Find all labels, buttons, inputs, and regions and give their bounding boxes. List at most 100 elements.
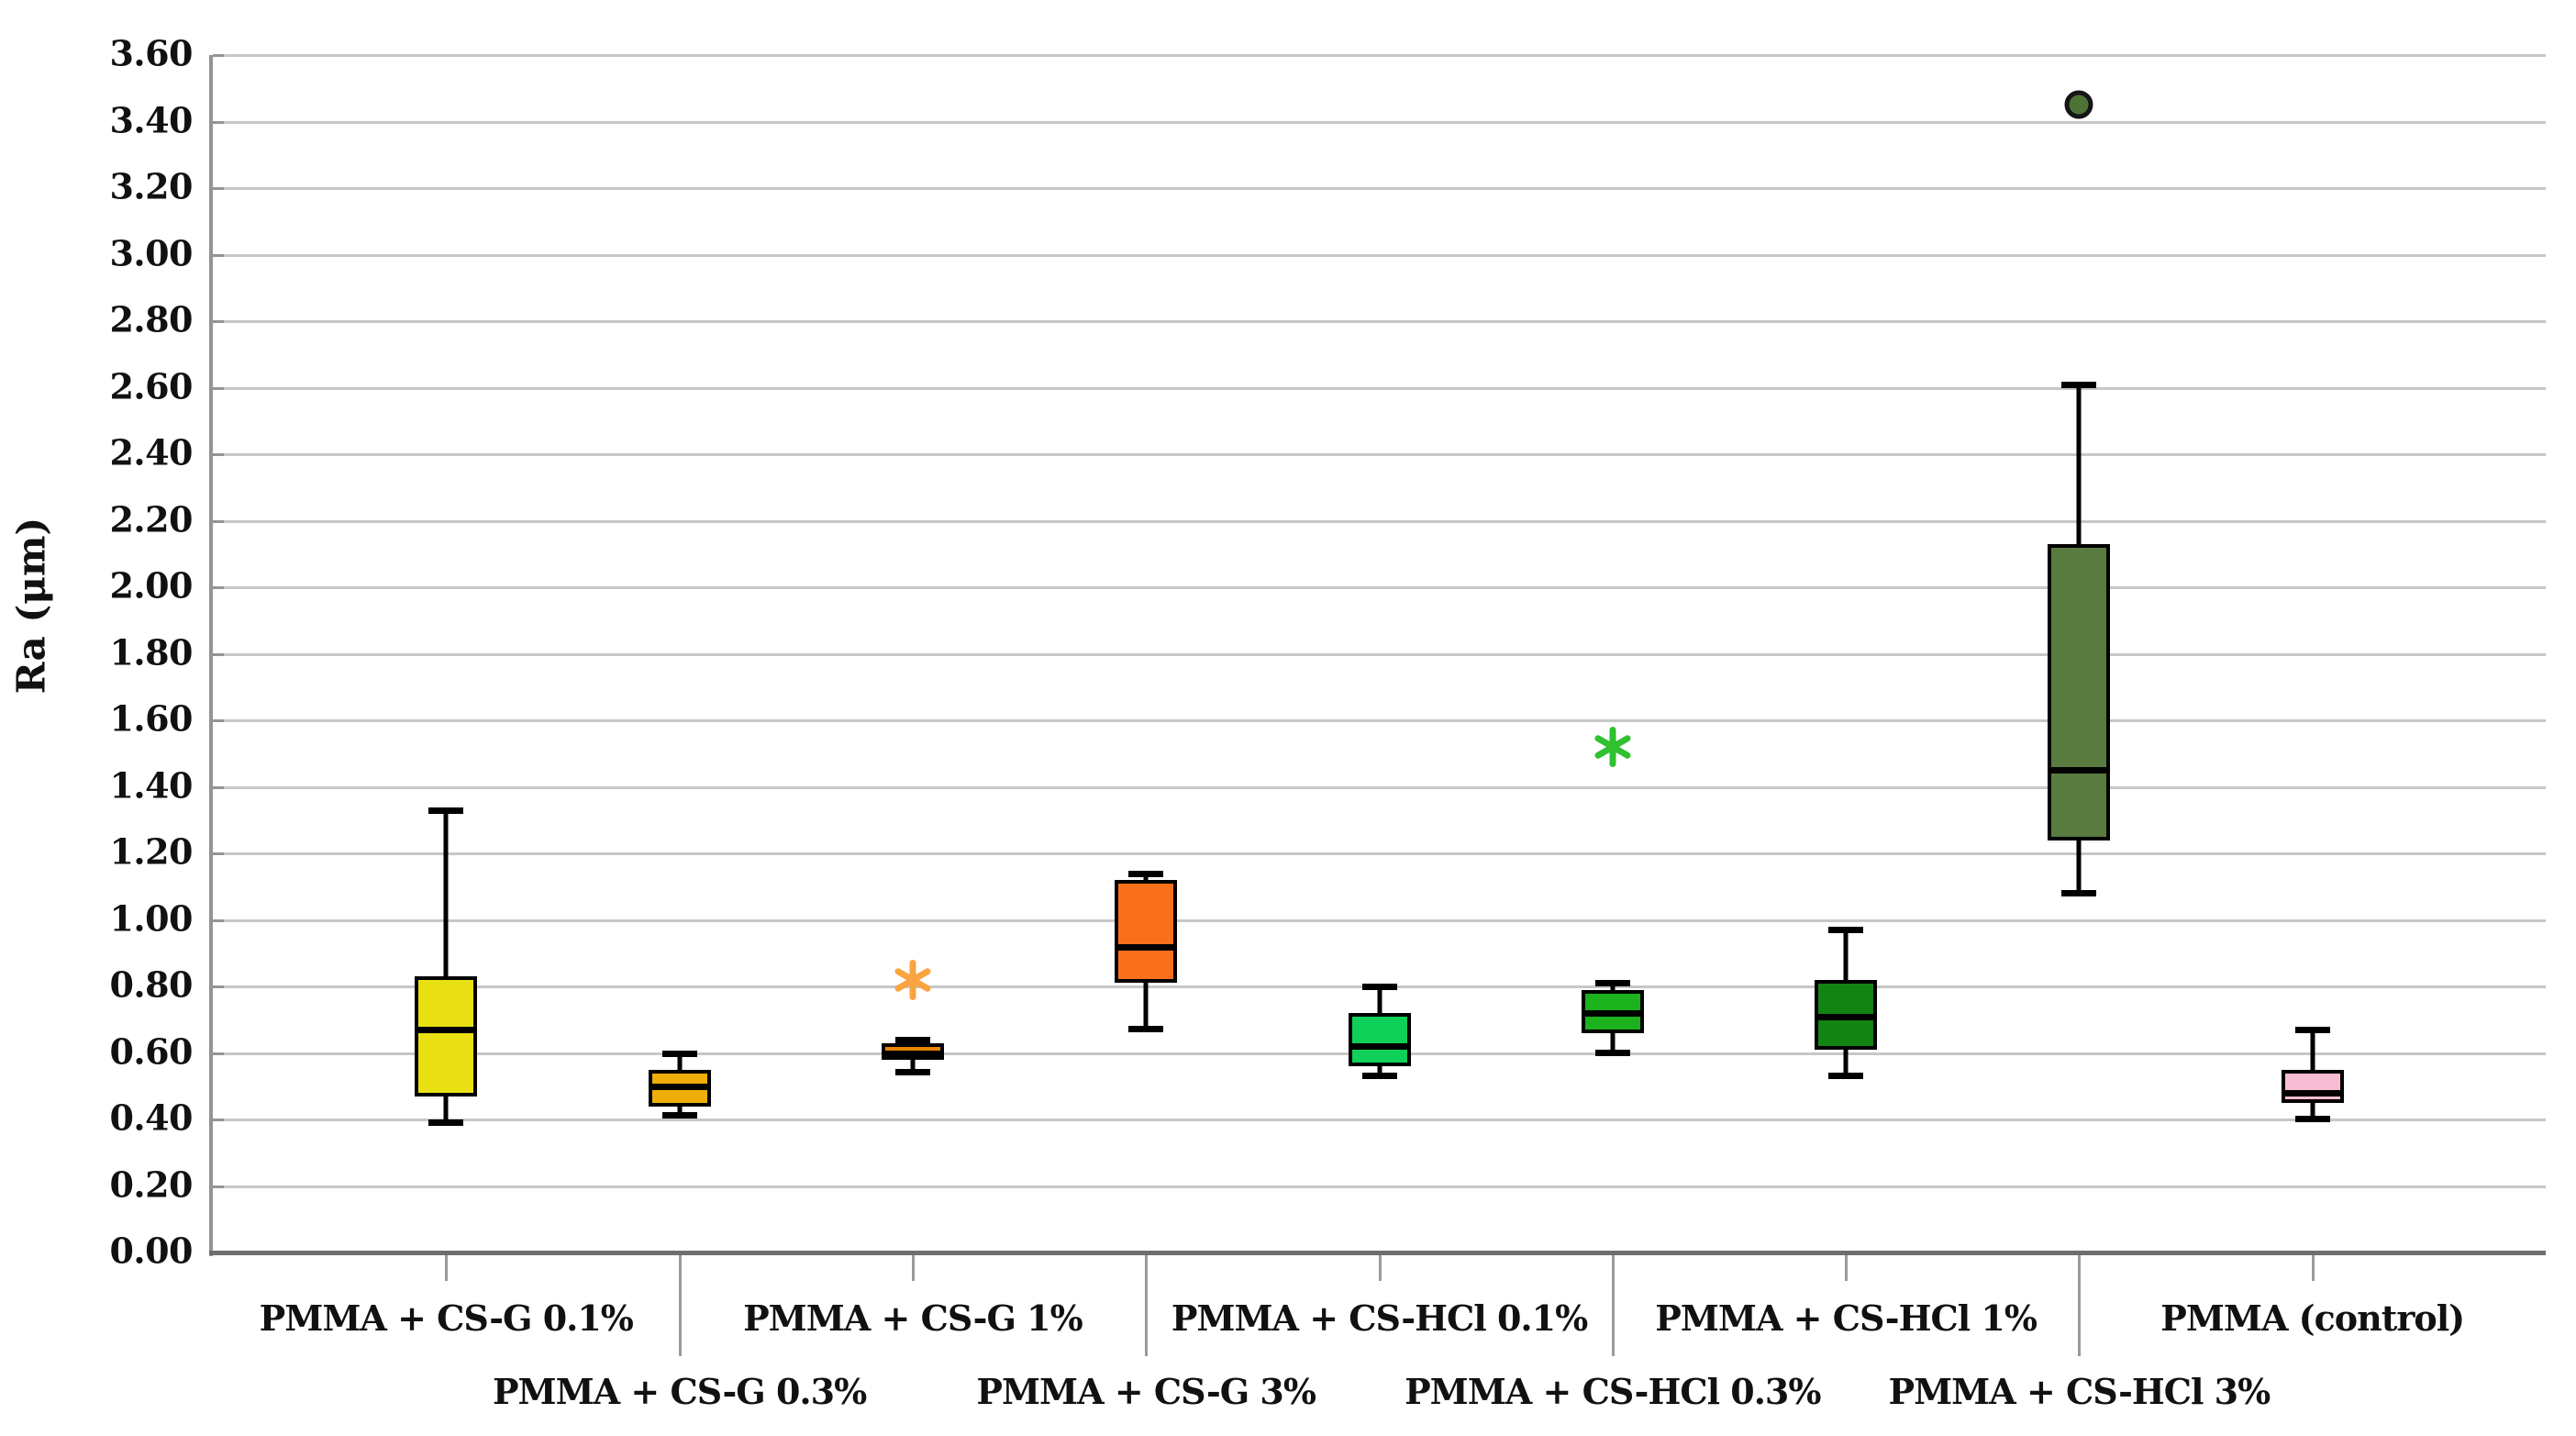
upper-whisker xyxy=(2076,384,2082,544)
gridline xyxy=(213,785,2546,789)
outlier-star-icon xyxy=(893,959,933,1000)
median-line xyxy=(1115,943,1178,951)
median-line xyxy=(881,1050,944,1057)
gridline xyxy=(213,1119,2546,1121)
boxplot-box xyxy=(2048,543,2111,840)
y-axis-tick xyxy=(213,120,224,124)
whisker-cap-min xyxy=(894,1069,930,1076)
lower-whisker xyxy=(443,1096,449,1123)
x-axis-tick xyxy=(2311,1255,2315,1281)
y-tick-label: 3.60 xyxy=(109,32,193,74)
gridline xyxy=(213,519,2546,523)
whisker-cap-max xyxy=(661,1050,697,1057)
gridline xyxy=(213,120,2546,124)
category-label: PMMA (control) xyxy=(2160,1297,2465,1339)
y-axis-tick xyxy=(213,1052,224,1055)
category-label: PMMA + CS-G 3% xyxy=(976,1371,1316,1412)
upper-whisker xyxy=(1843,930,1849,980)
upper-whisker xyxy=(2310,1030,2315,1070)
lower-whisker xyxy=(677,1106,683,1117)
whisker-cap-max xyxy=(2061,381,2097,388)
median-line xyxy=(1581,1010,1644,1017)
whisker-cap-min xyxy=(2294,1116,2330,1122)
y-tick-label: 0.00 xyxy=(109,1230,193,1272)
y-axis-tick xyxy=(213,1185,224,1188)
x-axis-tick xyxy=(445,1255,449,1281)
median-line xyxy=(2281,1090,2344,1096)
whisker-cap-min xyxy=(1828,1072,1864,1079)
x-axis-tick xyxy=(2078,1255,2082,1356)
y-axis-tick xyxy=(213,985,224,988)
upper-whisker xyxy=(443,809,449,977)
y-tick-label: 1.40 xyxy=(109,764,193,807)
whisker-cap-min xyxy=(428,1119,464,1126)
gridline xyxy=(213,187,2546,190)
y-tick-label: 1.20 xyxy=(109,830,193,873)
y-axis-tick xyxy=(213,386,224,390)
upper-whisker xyxy=(1377,986,1382,1013)
whisker-cap-min xyxy=(1361,1072,1397,1079)
y-axis-tick xyxy=(213,453,224,456)
y-tick-label: 2.20 xyxy=(109,498,193,540)
gridline xyxy=(213,852,2546,855)
y-tick-label: 0.20 xyxy=(109,1163,193,1206)
y-tick-label: 0.60 xyxy=(109,1030,193,1073)
category-label: PMMA + CS-HCl 1% xyxy=(1655,1297,2037,1339)
x-axis-tick xyxy=(1611,1255,1615,1356)
whisker-cap-min xyxy=(1128,1026,1164,1033)
median-line xyxy=(648,1083,711,1090)
gridline xyxy=(213,453,2546,456)
boxplot-box xyxy=(415,976,478,1096)
boxplot-box xyxy=(1115,880,1178,984)
y-tick-label: 3.00 xyxy=(109,232,193,274)
outlier-circle-icon xyxy=(2064,90,2093,119)
whisker-cap-max xyxy=(1128,870,1164,877)
median-line xyxy=(1348,1043,1411,1051)
y-tick-label: 2.40 xyxy=(109,431,193,473)
y-axis-tick xyxy=(213,785,224,789)
lower-whisker xyxy=(2076,840,2082,894)
y-tick-label: 0.40 xyxy=(109,1096,193,1139)
gridline xyxy=(213,253,2546,257)
category-label: PMMA + CS-G 0.1% xyxy=(259,1297,634,1339)
y-axis-tick xyxy=(213,719,224,722)
whisker-cap-max xyxy=(1594,980,1630,987)
whisker-cap-max xyxy=(428,807,464,814)
median-line xyxy=(415,1027,478,1034)
gridline xyxy=(213,54,2546,57)
gridline xyxy=(213,652,2546,656)
x-axis-tick xyxy=(678,1255,682,1356)
whisker-cap-max xyxy=(1828,927,1864,934)
whisker-cap-min xyxy=(1594,1049,1630,1056)
gridline xyxy=(213,719,2546,722)
y-axis-tick xyxy=(213,54,224,57)
y-axis-tick xyxy=(213,652,224,656)
lower-whisker xyxy=(1377,1066,1382,1076)
whisker-cap-min xyxy=(661,1112,697,1119)
boxplot-box xyxy=(2281,1069,2344,1103)
y-axis-tick xyxy=(213,1119,224,1121)
median-line xyxy=(1815,1013,1878,1020)
gridline xyxy=(213,586,2546,589)
whisker-cap-min xyxy=(2061,889,2097,896)
whisker-cap-max xyxy=(2294,1027,2330,1034)
y-tick-label: 2.60 xyxy=(109,365,193,407)
y-tick-label: 3.20 xyxy=(109,165,193,207)
gridline xyxy=(213,918,2546,922)
x-axis-tick xyxy=(1145,1255,1149,1356)
whisker-cap-max xyxy=(1361,984,1397,990)
boxplot-box xyxy=(1348,1013,1411,1066)
category-label: PMMA + CS-HCl 0.3% xyxy=(1405,1371,1821,1412)
lower-whisker xyxy=(1843,1049,1849,1076)
category-label: PMMA + CS-HCl 0.1% xyxy=(1171,1297,1588,1339)
category-label: PMMA + CS-HCl 3% xyxy=(1888,1371,2271,1412)
y-tick-label: 2.80 xyxy=(109,298,193,340)
y-tick-label: 1.80 xyxy=(109,631,193,673)
upper-whisker xyxy=(677,1052,683,1070)
y-tick-label: 1.00 xyxy=(109,897,193,940)
y-axis-tick xyxy=(213,320,224,323)
gridline xyxy=(213,386,2546,390)
lower-whisker xyxy=(910,1059,916,1074)
